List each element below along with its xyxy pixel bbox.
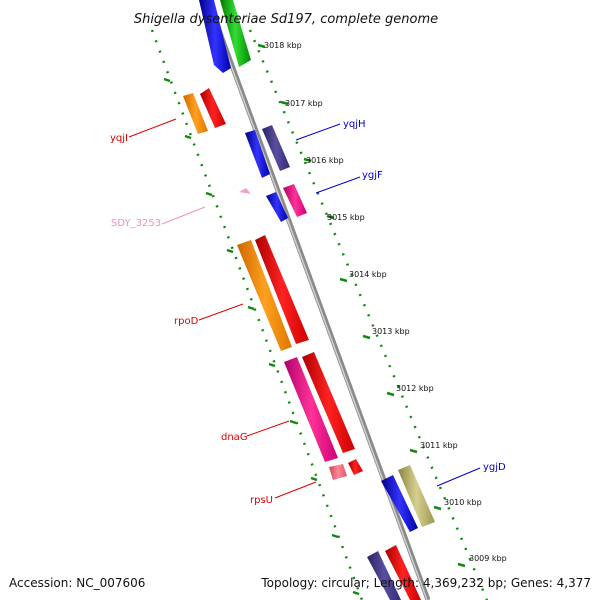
kbp-label: 3018 kbp bbox=[264, 41, 302, 50]
label-line-dnaG bbox=[246, 420, 290, 437]
gene-label-ygjF[interactable]: ygjF bbox=[362, 170, 383, 181]
kbp-label: 3016 kbp bbox=[306, 156, 344, 165]
label-line-rpoD bbox=[198, 303, 244, 321]
gene-label-yqjH[interactable]: yqjH bbox=[343, 119, 366, 130]
label-line-ygjF bbox=[315, 176, 361, 194]
gene-label-rpoD[interactable]: rpoD bbox=[174, 316, 199, 327]
gene-arrow-ygjF[interactable] bbox=[283, 184, 307, 217]
gene-arrow-blue[interactable] bbox=[245, 130, 270, 178]
kbp-label: 3017 kbp bbox=[285, 99, 323, 108]
right-track-dotted-line bbox=[248, 29, 489, 600]
kbp-label: 3011 kbp bbox=[420, 441, 458, 450]
gene-arrow-orange[interactable] bbox=[183, 93, 208, 134]
gene-arrow-purple[interactable] bbox=[367, 551, 401, 600]
gene-arrow-red-small[interactable] bbox=[348, 459, 363, 475]
gene-label-rpsU[interactable]: rpsU bbox=[250, 495, 273, 506]
kbp-label: 3009 kbp bbox=[469, 554, 507, 563]
kbp-label: 3014 kbp bbox=[349, 270, 387, 279]
gene-arrow-rpsU[interactable] bbox=[329, 464, 347, 480]
gene-arrow-yqjI[interactable] bbox=[200, 88, 226, 128]
gene-arrow-blue[interactable] bbox=[199, 0, 231, 73]
label-line-ygjD bbox=[436, 467, 481, 487]
genome-backbone bbox=[205, 0, 431, 600]
kbp-labels: 3018 kbp 3017 kbp 3016 kbp 3015 kbp 3014… bbox=[264, 41, 507, 563]
map-title: Shigella dysenteriae Sd197, complete gen… bbox=[134, 12, 438, 27]
label-line-SDY_3253 bbox=[161, 206, 206, 225]
right-track-ticks bbox=[257, 43, 466, 568]
gene-arrow-blue[interactable] bbox=[381, 475, 418, 532]
gene-arrow-ygjD[interactable] bbox=[398, 465, 435, 527]
gene-label-SDY_3253[interactable]: SDY_3253 bbox=[111, 218, 161, 229]
topology-text: Topology: circular; Length: 4,369,232 bp… bbox=[260, 576, 591, 590]
kbp-label: 3013 kbp bbox=[372, 327, 410, 336]
gene-arrow-SDY_3253[interactable] bbox=[239, 188, 251, 194]
label-line-yqjH bbox=[295, 123, 341, 141]
gene-label-ygjD[interactable]: ygjD bbox=[483, 462, 506, 473]
kbp-label: 3010 kbp bbox=[444, 498, 482, 507]
gene-arrow-blue[interactable] bbox=[266, 192, 288, 222]
gene-arrow-magenta[interactable] bbox=[284, 357, 338, 462]
label-line-rpsU bbox=[274, 481, 317, 499]
gene-arrow-green[interactable] bbox=[220, 0, 251, 67]
gene-label-dnaG[interactable]: dnaG bbox=[221, 432, 248, 443]
gene-label-yqjI[interactable]: yqjI bbox=[110, 133, 128, 144]
accession-text: Accession: NC_007606 bbox=[9, 576, 145, 590]
gene-arrow-orange[interactable] bbox=[237, 240, 292, 351]
gene-arrow-yqjH[interactable] bbox=[262, 125, 290, 171]
gene-arrow-rpoD[interactable] bbox=[255, 235, 309, 344]
left-track-dotted-line bbox=[150, 29, 364, 600]
gene-arrow-dnaG[interactable] bbox=[302, 352, 355, 453]
kbp-label: 3012 kbp bbox=[396, 384, 434, 393]
genome-backbone-highlight bbox=[206, 0, 428, 600]
label-line-yqjI bbox=[128, 118, 177, 138]
gene-arrow-red[interactable] bbox=[385, 545, 421, 600]
left-track-ticks bbox=[163, 77, 360, 596]
kbp-label: 3015 kbp bbox=[327, 213, 365, 222]
